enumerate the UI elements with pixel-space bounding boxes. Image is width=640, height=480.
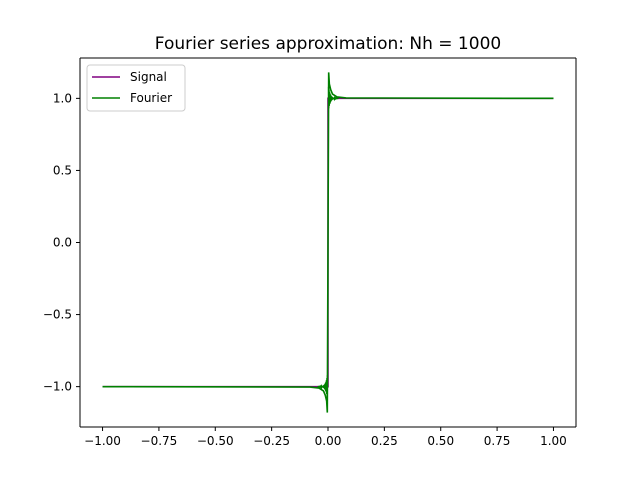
x-tick-label: 0.25 — [371, 434, 398, 448]
legend-label-fourier: Fourier — [130, 91, 172, 105]
gibbs-ringing-right — [327, 86, 339, 109]
x-tick-label: 0.00 — [315, 434, 342, 448]
x-tick-label: 0.75 — [484, 434, 511, 448]
y-tick-label: 1.0 — [53, 91, 72, 105]
plot-area: −1.00 −0.75 −0.50 −0.25 0.00 0.25 0.50 0.75 1.00… — [43, 57, 577, 448]
gibbs-ringing-left — [317, 375, 329, 397]
y-tick-label: −0.5 — [43, 308, 72, 322]
chart-title: Fourier series approximation: Nh = 1000 — [155, 34, 501, 54]
x-tick-label: −1.00 — [84, 434, 121, 448]
y-tick-label: −1.0 — [43, 380, 72, 394]
x-tick-label: −0.75 — [141, 434, 178, 448]
x-axis-ticks: −1.00 −0.75 −0.50 −0.25 0.00 0.25 0.50 0.75 1.00 — [84, 427, 567, 448]
x-tick-label: −0.50 — [197, 434, 234, 448]
legend-label-signal: Signal — [130, 70, 167, 84]
x-tick-label: −0.25 — [253, 434, 290, 448]
series-line-fourier — [102, 72, 554, 413]
series-group — [102, 72, 554, 413]
x-tick-label: 1.00 — [540, 434, 567, 448]
y-tick-label: 0.0 — [53, 236, 72, 250]
x-tick-label: 0.50 — [427, 434, 454, 448]
y-axis-ticks: 1.0 0.5 0.0 −0.5 −1.0 — [43, 91, 80, 394]
legend: Signal Fourier — [86, 64, 186, 112]
gibbs-oscillation — [317, 86, 339, 397]
y-tick-label: 0.5 — [53, 163, 72, 177]
